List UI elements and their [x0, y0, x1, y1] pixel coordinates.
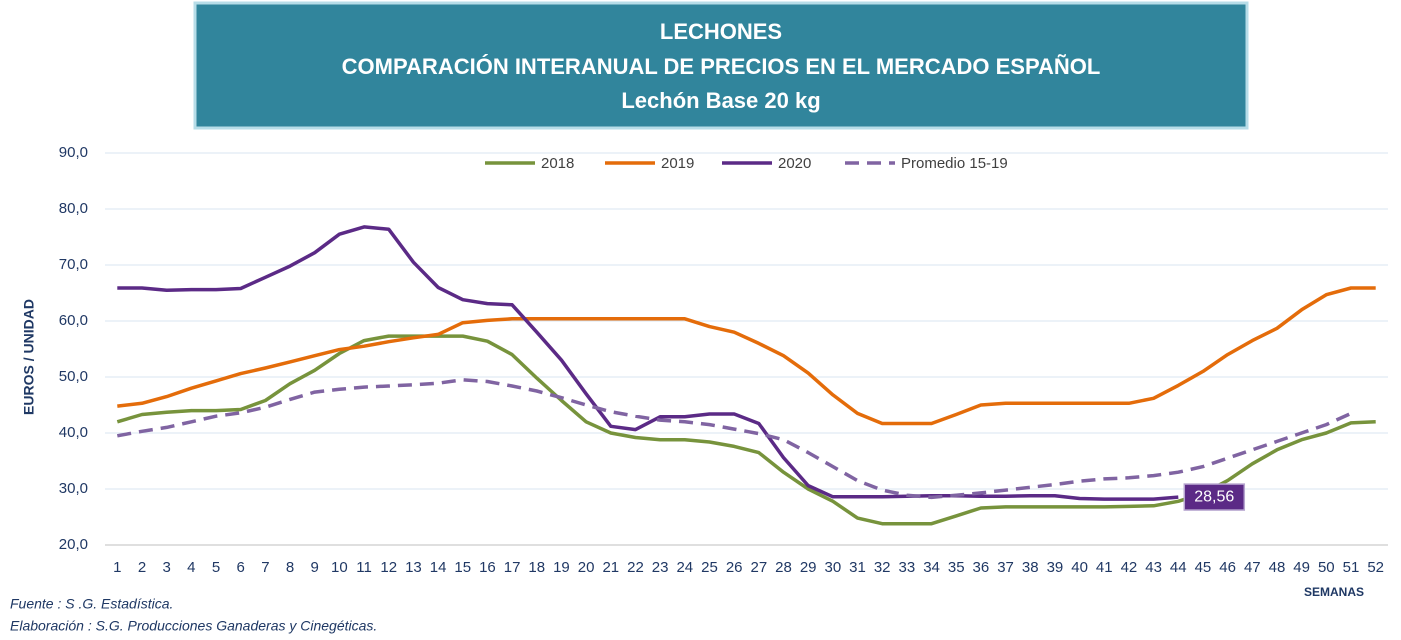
x-tick-label: 38	[1022, 559, 1039, 576]
x-tick-label: 23	[652, 559, 669, 576]
y-tick-label: 70,0	[59, 256, 88, 273]
x-tick-label: 43	[1145, 559, 1162, 576]
line-series	[117, 225, 1179, 501]
footnote: Fuente : S .G. Estadística.	[10, 596, 173, 612]
footnote: Elaboración : S.G. Producciones Ganadera…	[10, 618, 377, 634]
y-tick-label: 30,0	[59, 480, 88, 497]
x-tick-label: 22	[627, 559, 644, 576]
y-axis-label: EUROS / UNIDAD	[21, 299, 37, 415]
x-axis-label: SEMANAS	[1304, 585, 1364, 599]
x-tick-label: 51	[1343, 559, 1360, 576]
legend-label: 2019	[661, 155, 694, 172]
x-tick-label: 12	[380, 559, 397, 576]
y-tick-label: 90,0	[59, 144, 88, 161]
x-tick-label: 32	[874, 559, 891, 576]
x-tick-label: 9	[311, 559, 319, 576]
x-tick-label: 34	[923, 559, 940, 576]
x-tick-label: 8	[286, 559, 294, 576]
x-tick-label: 16	[479, 559, 496, 576]
x-tick-label: 13	[405, 559, 422, 576]
x-tick-label: 15	[454, 559, 471, 576]
line-series	[117, 286, 1376, 426]
legend-label: 2018	[541, 155, 574, 172]
x-tick-label: 44	[1170, 559, 1187, 576]
x-tick-label: 31	[849, 559, 866, 576]
value-label: 28,56	[1194, 488, 1234, 505]
title-box	[193, 1, 1249, 130]
value-label-box	[1183, 483, 1246, 511]
x-tick-label: 11	[356, 559, 372, 576]
x-tick-label: 5	[212, 559, 220, 576]
x-tick-label: 40	[1071, 559, 1088, 576]
y-tick-label: 80,0	[59, 200, 88, 217]
x-tick-label: 49	[1293, 559, 1310, 576]
y-tick-label: 40,0	[59, 424, 88, 441]
x-tick-label: 48	[1269, 559, 1286, 576]
x-tick-label: 17	[504, 559, 521, 576]
chart-title: COMPARACIÓN INTERANUAL DE PRECIOS EN EL …	[342, 54, 1101, 79]
x-tick-label: 45	[1195, 559, 1212, 576]
x-tick-label: 19	[553, 559, 570, 576]
chart-title: LECHONES	[660, 19, 782, 44]
x-tick-label: 26	[726, 559, 743, 576]
x-tick-label: 47	[1244, 559, 1261, 576]
x-tick-label: 25	[701, 559, 718, 576]
y-tick-label: 20,0	[59, 536, 88, 553]
x-tick-label: 33	[899, 559, 916, 576]
chart-subtitle: Lechón Base 20 kg	[621, 88, 820, 113]
legend-label: Promedio 15-19	[901, 155, 1008, 172]
x-tick-label: 36	[973, 559, 990, 576]
x-tick-label: 20	[578, 559, 595, 576]
x-tick-label: 10	[331, 559, 348, 576]
x-tick-label: 29	[800, 559, 817, 576]
x-tick-label: 42	[1121, 559, 1138, 576]
x-tick-label: 2	[138, 559, 146, 576]
x-tick-label: 4	[187, 559, 195, 576]
x-tick-label: 1	[113, 559, 121, 576]
x-tick-label: 46	[1219, 559, 1236, 576]
line-series	[116, 378, 1352, 500]
x-tick-label: 14	[430, 559, 447, 576]
x-tick-label: 28	[775, 559, 792, 576]
x-tick-label: 50	[1318, 559, 1335, 576]
x-tick-label: 35	[948, 559, 965, 576]
x-tick-label: 41	[1096, 559, 1113, 576]
x-tick-label: 27	[750, 559, 767, 576]
y-tick-label: 60,0	[59, 312, 88, 329]
x-tick-label: 30	[825, 559, 842, 576]
x-tick-label: 24	[676, 559, 693, 576]
x-tick-label: 21	[602, 559, 619, 576]
line-series	[116, 334, 1376, 526]
x-tick-label: 6	[237, 559, 245, 576]
legend-label: 2020	[778, 155, 811, 172]
x-tick-label: 37	[997, 559, 1014, 576]
x-tick-label: 3	[163, 559, 171, 576]
x-tick-label: 18	[528, 559, 545, 576]
x-tick-label: 52	[1367, 559, 1384, 576]
x-tick-label: 7	[261, 559, 269, 576]
y-tick-label: 50,0	[59, 368, 88, 385]
x-tick-label: 39	[1047, 559, 1064, 576]
